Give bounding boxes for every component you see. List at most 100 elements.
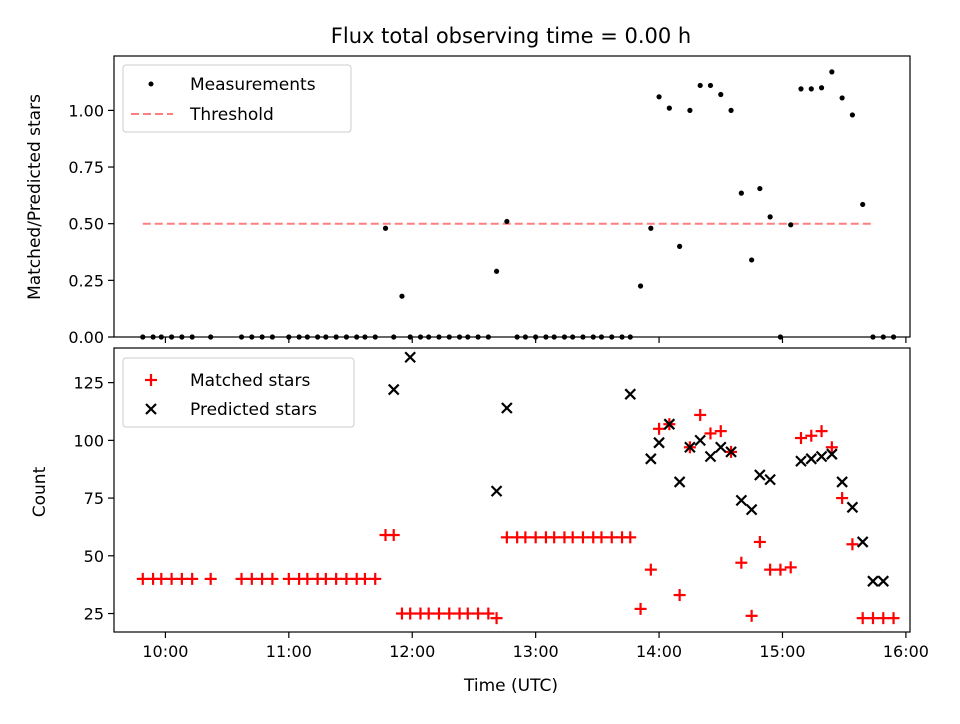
measurement-point <box>656 94 662 100</box>
top-y-tick-label: 0.75 <box>68 158 104 177</box>
measurement-point <box>677 243 683 249</box>
measurement-point <box>728 107 734 113</box>
matched-star-point <box>443 607 456 620</box>
predicted-star-point <box>754 469 766 481</box>
bottom-y-tick-label: 125 <box>73 374 104 393</box>
matched-star-point <box>805 429 818 442</box>
matched-star-point <box>714 425 727 438</box>
measurement-point <box>697 82 703 89</box>
bottom-y-tick-label: 50 <box>84 547 104 566</box>
matched-star-point <box>387 529 400 542</box>
predicted-star-point <box>490 485 503 497</box>
top-y-tick-label: 0.00 <box>68 328 104 347</box>
matched-star-point <box>624 531 637 544</box>
matched-star-point <box>472 607 485 620</box>
matched-star-point <box>794 432 807 445</box>
top-legend-box <box>122 64 352 133</box>
predicted-star-point <box>404 351 416 364</box>
matched-star-point <box>815 425 828 438</box>
matched-star-point <box>605 531 618 544</box>
predicted-star-point <box>764 473 776 486</box>
predicted-star-point <box>735 494 748 507</box>
legend-predicted-label: Predicted stars <box>190 400 317 420</box>
matched-star-point <box>340 572 353 585</box>
matched-star-point <box>482 607 495 620</box>
predicted-star-point <box>694 434 706 447</box>
x-axis-label: Time (UTC) <box>463 676 558 696</box>
bottom-y-tick-label: 100 <box>73 431 104 450</box>
predicted-star-point <box>826 448 838 460</box>
predicted-star-point <box>867 575 879 587</box>
matched-star-point <box>461 607 474 620</box>
bottom-y-tick-label: 75 <box>84 489 104 508</box>
matched-star-point <box>595 531 608 544</box>
matched-star-point <box>634 602 647 615</box>
measurement-point <box>749 257 755 263</box>
x-tick-label: 15:00 <box>759 642 805 661</box>
x-tick-label: 16:00 <box>883 642 929 661</box>
legend-measurements-label: Measurements <box>190 75 316 95</box>
matched-star-point <box>735 556 748 569</box>
measurement-point <box>399 293 405 299</box>
matched-star-point <box>644 563 657 576</box>
predicted-star-point <box>815 450 828 463</box>
top-y-tick-label: 0.25 <box>68 271 104 290</box>
measurement-point <box>849 112 856 118</box>
top-y-tick-label: 0.50 <box>68 215 104 234</box>
measurement-point <box>493 268 500 274</box>
predicted-star-point <box>795 455 807 467</box>
measurement-point <box>687 107 693 113</box>
matched-star-point <box>369 572 382 585</box>
measurement-point <box>707 82 714 89</box>
top-chart-title: Flux total observing time = 0.00 h <box>331 24 691 48</box>
matched-star-point <box>204 572 217 585</box>
measurement-point <box>860 201 866 208</box>
matched-star-point <box>704 427 717 440</box>
matched-star-point <box>301 572 314 585</box>
bottom-legend: Matched stars Predicted stars <box>122 357 355 428</box>
top-legend: Measurements Threshold <box>122 64 352 133</box>
measurement-point <box>818 85 825 91</box>
legend-matched-marker <box>145 374 157 386</box>
legend-matched-label: Matched stars <box>190 371 310 391</box>
matched-star-point <box>877 612 890 625</box>
measurement-point <box>829 69 835 75</box>
matched-star-point <box>165 572 178 585</box>
matched-star-point <box>490 612 503 625</box>
predicted-star-point <box>653 436 665 449</box>
measurement-point <box>808 86 814 92</box>
matched-star-point <box>764 563 777 576</box>
matched-star-point <box>235 572 248 585</box>
matched-star-point <box>175 572 188 585</box>
legend-predicted-marker <box>145 403 157 415</box>
top-y-tick-label: 1.00 <box>68 101 104 120</box>
predicted-star-point <box>714 441 727 454</box>
matched-star-point <box>330 572 343 585</box>
matched-star-point <box>784 561 797 574</box>
predicted-star-point <box>624 388 637 400</box>
measurement-point <box>738 190 744 196</box>
predicted-star-point <box>673 476 686 488</box>
predicted-star-point <box>387 383 400 396</box>
matched-star-point <box>653 422 666 435</box>
bottom-legend-box <box>122 357 355 428</box>
predicted-star-point <box>725 446 737 458</box>
matched-star-point <box>548 531 561 544</box>
bottom-y-axis-label: Count <box>30 466 50 517</box>
matched-star-point <box>245 572 258 585</box>
matched-star-point <box>694 408 707 421</box>
legend-threshold-label: Threshold <box>189 105 274 125</box>
measurement-point <box>637 283 644 289</box>
top-plot-area: 0.00 0.25 0.50 0.75 1.00 <box>68 69 907 347</box>
x-tick-label: 12:00 <box>389 642 435 661</box>
matched-star-point <box>404 607 417 620</box>
matched-star-point <box>529 531 542 544</box>
measurement-point <box>788 222 794 228</box>
predicted-star-point <box>846 501 859 514</box>
predicted-star-point <box>645 453 657 465</box>
measurement-point <box>382 225 389 231</box>
matched-star-point <box>282 572 295 585</box>
measurement-point <box>839 95 845 101</box>
matched-star-point <box>432 607 445 620</box>
